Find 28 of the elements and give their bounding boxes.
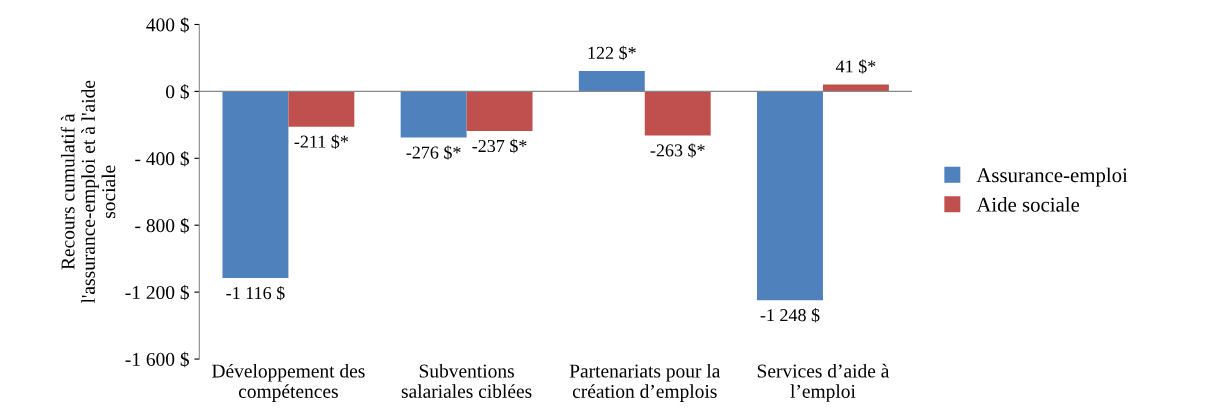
bar: [400, 91, 467, 138]
y-tick-label: - 800 $: [135, 217, 189, 234]
bar: [644, 91, 711, 136]
data-label: 122 $*: [588, 45, 636, 61]
data-label: -263 $*: [650, 143, 705, 158]
data-label: -276 $*: [406, 145, 461, 160]
bar: [466, 91, 533, 132]
data-label: 41 $*: [835, 59, 876, 74]
y-axis-title: Recours cumulatif à l'assurance-emploi et à l'aide sociale: [60, 80, 116, 304]
bar: [222, 91, 289, 279]
legend-label: Assurance-emploi: [976, 167, 1128, 187]
data-label: -211 $*: [294, 134, 348, 149]
x-tick-label: Développement des compétences: [212, 363, 365, 402]
bar: [578, 70, 645, 92]
x-tick-label: Services d’aide à l’emploi: [757, 363, 890, 402]
y-tick-label: -1 600 $: [125, 351, 189, 368]
y-tick-label: 0 $: [166, 84, 189, 100]
data-label: -1 116 $: [226, 285, 285, 301]
x-tick-label: Subventions salariales ciblées: [401, 363, 532, 398]
data-label: -1 248 $: [760, 307, 820, 323]
bar: [757, 91, 823, 301]
y-tick-label: 400 $: [146, 17, 189, 33]
legend-label: Aide sociale: [976, 197, 1080, 212]
x-tick-label: Partenariats pour la création d’emplois: [569, 363, 721, 402]
y-tick-label: -1 200 $: [125, 284, 189, 301]
y-tick-label: - 400 $: [135, 150, 189, 167]
data-label: -237 $*: [472, 138, 527, 154]
bar: [288, 91, 355, 127]
